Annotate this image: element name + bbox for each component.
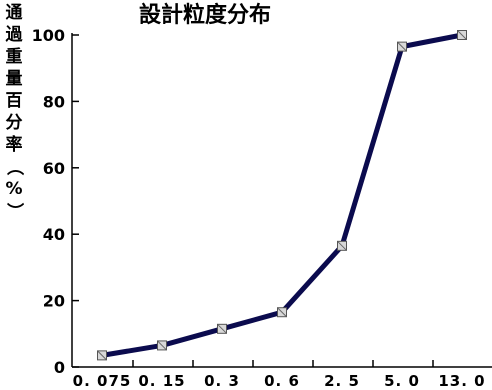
y-tick-label: 20 bbox=[43, 292, 65, 311]
axes: 0 20 40 60 80 100 0. 075 0. 15 0. 3 0. 6 2. 5 5. 0 1… bbox=[32, 26, 492, 390]
chart-title: 設計粒度分布 bbox=[139, 2, 271, 28]
y-axis-title-char: 量 bbox=[5, 69, 23, 89]
x-tick-label: 0. 15 bbox=[138, 372, 185, 390]
y-tick-label: 100 bbox=[32, 26, 65, 45]
series-group bbox=[97, 30, 467, 361]
data-point bbox=[457, 30, 467, 40]
x-tick-label: 2. 5 bbox=[324, 372, 360, 390]
data-point-hatch bbox=[457, 30, 467, 40]
y-axis-title-char: % bbox=[5, 179, 23, 199]
data-point-hatch bbox=[277, 307, 287, 317]
data-point-hatch bbox=[157, 341, 167, 350]
data-point-hatch bbox=[217, 324, 227, 334]
y-axis-title-char: 重 bbox=[5, 47, 23, 67]
y-axis-title-char: 通 bbox=[5, 3, 23, 23]
data-point-hatch bbox=[337, 241, 347, 251]
y-tick-label: 80 bbox=[43, 92, 65, 111]
y-tick-label: 0 bbox=[54, 358, 65, 377]
y-axis-title-char: 分 bbox=[5, 113, 23, 133]
data-point bbox=[97, 350, 107, 361]
x-tick-label: 0. 3 bbox=[204, 372, 240, 390]
x-tick-label: 0. 075 bbox=[73, 372, 132, 390]
data-point bbox=[157, 340, 167, 351]
y-axis-title-char: 百 bbox=[5, 91, 23, 111]
data-point bbox=[277, 307, 287, 318]
data-point-hatch bbox=[397, 42, 407, 51]
x-tick-label: 5. 0 bbox=[384, 372, 420, 390]
x-tick-label: 0. 6 bbox=[264, 372, 300, 390]
data-point bbox=[217, 323, 227, 334]
data-point bbox=[397, 41, 407, 52]
data-point bbox=[337, 240, 347, 251]
y-tick-label: 60 bbox=[43, 159, 65, 178]
y-axis-title: 通過重量百分率（%） bbox=[1, 2, 27, 222]
y-axis-title-char: 過 bbox=[5, 25, 23, 45]
y-tick-label: 40 bbox=[43, 225, 65, 244]
x-tick-label: 13. 0 bbox=[438, 372, 485, 390]
y-axis-title-char: 率 bbox=[5, 135, 23, 155]
data-point-hatch bbox=[97, 351, 107, 360]
